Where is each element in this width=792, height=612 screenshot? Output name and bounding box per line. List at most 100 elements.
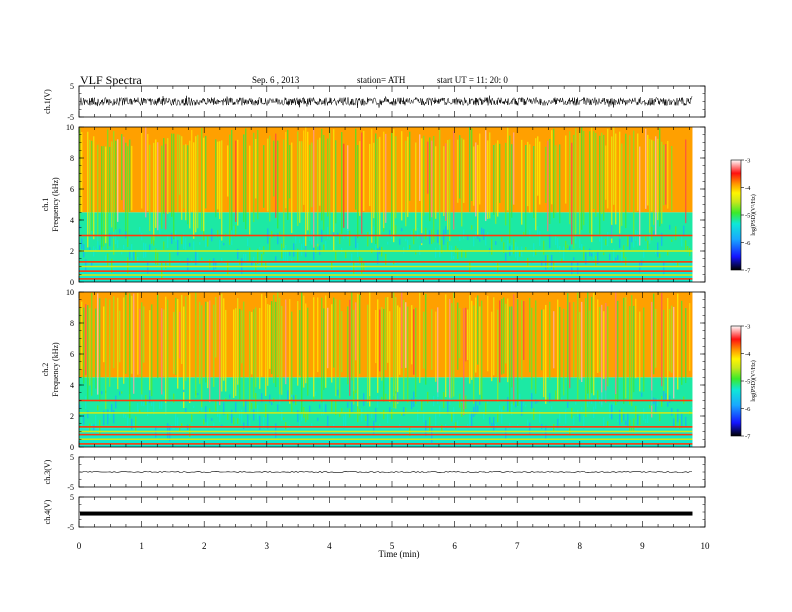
spectrogram-striation: [647, 134, 649, 206]
spectrogram-striation: [371, 128, 373, 243]
spectrogram-striation: [181, 294, 183, 364]
spectrogram-striation: [205, 301, 207, 383]
spectrogram-cell: [669, 224, 671, 230]
spectrogram-cell: [563, 246, 565, 261]
spectrogram-cell: [405, 238, 407, 242]
spectrogram-cell: [607, 231, 609, 246]
colorbar: [730, 325, 742, 437]
spectrogram-striation: [521, 139, 523, 225]
spectrogram-striation: [347, 145, 349, 231]
spectrogram-cell: [457, 248, 459, 260]
spectrogram-striation: [103, 306, 105, 363]
spectrogram-striation: [79, 308, 81, 376]
spectrogram-striation: [171, 133, 173, 217]
spectrogram-cell: [291, 258, 293, 263]
spectrogram-striation: [629, 306, 631, 405]
spectrogram-striation: [355, 302, 357, 361]
spectrogram-cell: [525, 247, 527, 251]
spectrogram-cell: [269, 237, 271, 251]
spectrogram-striation: [657, 138, 659, 221]
spectrogram-cell: [113, 410, 115, 424]
spectrogram-cell: [91, 423, 93, 438]
spectrogram-striation: [587, 292, 589, 401]
spectrogram-cell: [163, 391, 165, 396]
spectrogram-striation: [91, 140, 93, 231]
spectrogram-cell: [323, 244, 325, 253]
spectrogram-striation: [363, 130, 365, 211]
spectrogram-striation: [409, 131, 411, 201]
spectrogram-cell: [601, 235, 603, 251]
spectrogram-striation: [393, 129, 395, 243]
spectrogram-cell: [593, 251, 595, 260]
y-tick-label: 5: [70, 82, 74, 91]
spectrogram-cell: [307, 262, 309, 278]
spectrogram-cell: [589, 248, 591, 257]
spectrogram-striation: [129, 139, 131, 212]
spectrogram-cell: [633, 236, 635, 248]
spectrogram-striation: [431, 309, 433, 370]
y-tick-label: 2: [70, 247, 74, 256]
spectrogram-striation: [513, 294, 515, 402]
spectrogram-cell: [681, 235, 683, 247]
spectrogram-cell: [669, 395, 671, 403]
spectrogram-cell: [645, 234, 647, 242]
spectrogram-cell: [655, 250, 657, 255]
spectrogram-cell: [505, 428, 507, 440]
spectrogram-striation: [269, 135, 271, 222]
spectrogram-striation: [473, 305, 475, 404]
spectrogram-striation: [127, 146, 129, 247]
spectrogram-cell: [625, 420, 627, 425]
spectrogram-striation: [183, 145, 185, 209]
spectrogram-cell: [651, 390, 653, 406]
spectrogram-striation: [569, 302, 571, 389]
spectrogram-cell: [197, 252, 199, 266]
spectrogram-cell: [597, 252, 599, 264]
spectrogram-cell: [477, 235, 479, 239]
spectrogram-cell: [627, 413, 629, 427]
spectrogram-cell: [573, 257, 575, 260]
y-axis-label: ch.2: [41, 363, 50, 377]
spectrogram-cell: [377, 395, 379, 408]
spectrogram-cell: [649, 404, 651, 409]
spectrogram-striation: [447, 139, 449, 230]
spectrogram-cell: [421, 233, 423, 244]
spectrogram-cell: [171, 425, 173, 434]
spectrogram-striation: [433, 135, 435, 243]
spectrogram-cell: [219, 239, 221, 250]
spectrogram-cell: [199, 242, 201, 245]
narrowband-line: [79, 261, 693, 263]
spectrogram-cell: [277, 404, 279, 412]
spectrogram-cell: [533, 243, 535, 257]
spectrogram-cell: [139, 226, 141, 233]
spectrogram-cell: [691, 258, 693, 271]
spectrogram-cell: [391, 409, 393, 420]
spectrogram-striation: [119, 310, 121, 363]
spectrogram-striation: [497, 309, 499, 402]
spectrogram-cell: [387, 412, 389, 424]
spectrogram-striation: [429, 137, 431, 222]
spectrogram-striation: [407, 136, 409, 218]
spectrogram-striation: [275, 301, 277, 388]
spectrogram-striation: [389, 311, 391, 402]
narrowband-line: [79, 443, 693, 445]
spectrogram-cell: [285, 244, 287, 261]
colorbar-tick-label: -5: [745, 213, 750, 220]
spectrogram-cell: [663, 390, 665, 402]
spectrogram-cell: [313, 247, 315, 260]
x-tick-label: 5: [390, 541, 395, 551]
spectrogram-cell: [159, 402, 161, 409]
spectrogram-striation: [575, 128, 577, 236]
spectrogram-striation: [495, 143, 497, 224]
spectrogram-striation: [325, 295, 327, 388]
spectrogram-cell: [423, 262, 425, 266]
spectrogram-cell: [331, 261, 333, 270]
spectrogram-striation: [151, 304, 153, 397]
spectrogram-cell: [545, 425, 547, 440]
colorbar-tick-label: -6: [745, 240, 751, 247]
spectrogram-cell: [591, 393, 593, 404]
spectrogram-striation: [535, 300, 537, 394]
spectrogram-cell: [679, 419, 681, 429]
x-tick-label: 0: [77, 541, 82, 551]
spectrogram-striation: [503, 297, 505, 374]
spectrogram-striation: [153, 142, 155, 241]
